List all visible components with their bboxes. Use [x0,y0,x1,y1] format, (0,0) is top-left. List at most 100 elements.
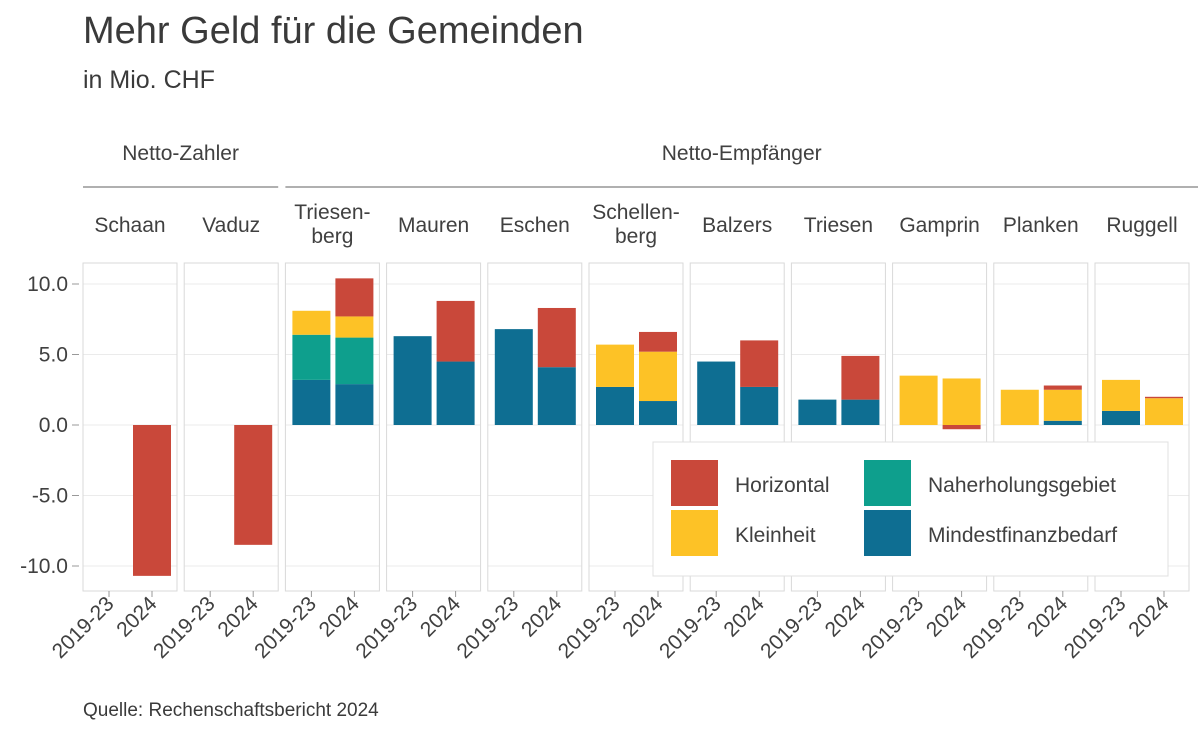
x-tick-label: 2019-23 [453,592,524,663]
bar-segment-mindestfinanzbedarf [436,361,475,425]
x-tick-label: 2024 [821,592,871,642]
panel-label: Schellen- [592,201,680,224]
x-tick-label: 2019-23 [250,592,321,663]
panel-frame [790,262,886,592]
legend-label: Horizontal [735,474,830,497]
legend-swatch-kleinheit [671,510,718,556]
bar-segment-kleinheit [1145,398,1183,425]
bar-segment-kleinheit [942,378,981,425]
x-tick-label: 2024 [213,592,263,642]
chart-title: Mehr Geld für die Gemeinden [83,10,584,52]
bar-segment-mindestfinanzbedarf [639,401,677,425]
panel-label: Schaan [94,214,165,237]
x-tick-label: 2024 [719,592,769,642]
panel-frame [82,262,178,592]
source-note: Quelle: Rechenschaftsbericht 2024 [83,700,379,721]
bar-segment-kleinheit [335,316,374,338]
panel-label: Ruggell [1106,214,1177,237]
bar-segment-horizontal [841,355,880,400]
bar-segment-mindestfinanzbedarf [335,384,374,425]
panel-label: Eschen [500,214,570,237]
legend-swatch-naherholungsgebiet [864,460,911,506]
legend-label: Kleinheit [735,524,816,547]
panel-frame [689,262,785,592]
x-tick-label: 2024 [416,592,466,642]
panel-frame [993,262,1089,592]
panel-frame [284,262,380,592]
bar-segment-horizontal [740,340,779,387]
bar-segment-kleinheit [1043,389,1082,421]
panel-label: Triesen [804,214,873,237]
panel-label: Gamprin [899,214,980,237]
panel-frame [1094,262,1190,592]
panel-frame [183,262,279,592]
bar-segment-mindestfinanzbedarf [697,361,736,425]
bar-segment-kleinheit [899,375,938,425]
y-tick-label: -10.0 [20,555,68,578]
x-tick-label: 2024 [1124,592,1174,642]
bar-segment-naherholungsgebiet [335,337,374,385]
x-tick-label: 2019-23 [351,592,422,663]
x-tick-label: 2019-23 [1060,592,1131,663]
x-tick-label: 2019-23 [756,592,827,663]
x-tick-label: 2024 [112,592,162,642]
y-tick-label: -5.0 [32,485,68,508]
legend-swatch-horizontal [671,460,718,506]
bar-segment-mindestfinanzbedarf [841,399,880,425]
panel-label: Vaduz [202,214,260,237]
bar-segment-horizontal [537,307,576,368]
x-tick-label: 2024 [1023,592,1073,642]
bar-segment-mindestfinanzbedarf [494,329,533,425]
x-tick-label: 2019-23 [857,592,928,663]
bar-segment-horizontal [1145,396,1183,399]
panel-frame [892,262,988,592]
panel-frame [588,262,684,592]
stacked-bar-chart: Netto-Zahler Netto-Empfänger 10.0 5.0 0.0 -5.… [20,142,1198,663]
bar-segment-horizontal [436,300,475,362]
y-tick-label: 10.0 [27,273,68,296]
chart-subtitle: in Mio. CHF [83,66,215,94]
bar-segment-mindestfinanzbedarf [1043,420,1082,425]
bar-segment-mindestfinanzbedarf [292,379,331,425]
panel-label: Planken [1003,214,1079,237]
y-tick-label: 5.0 [39,344,68,367]
x-tick-label: 2024 [618,592,668,642]
bar-segment-mindestfinanzbedarf [740,386,779,425]
bar-segment-horizontal [335,278,374,317]
bar-segment-naherholungsgebiet [292,334,331,380]
bar-segment-horizontal [133,425,171,576]
panel-label: berg [615,225,657,248]
panel-frame [386,262,482,592]
bar-segment-kleinheit [639,351,677,402]
x-tick-label: 2019-23 [48,592,119,663]
x-tick-label: 2019-23 [959,592,1030,663]
bar-segment-horizontal [234,425,273,545]
legend-swatch-mindestfinanzbedarf [864,510,911,556]
panel-label: berg [311,225,353,248]
group-label: Netto-Empfänger [662,142,822,165]
bar-segment-horizontal [942,425,981,430]
bar-segment-horizontal [639,331,677,352]
bar-segment-kleinheit [1000,389,1039,425]
bar-segment-kleinheit [1102,379,1140,411]
bar-segment-mindestfinanzbedarf [798,399,837,425]
y-tick-label: 0.0 [39,414,68,437]
panel-label: Triesen- [294,201,370,224]
bar-segment-mindestfinanzbedarf [1102,410,1140,425]
x-tick-label: 2024 [517,592,567,642]
bar-segment-horizontal [1043,385,1082,390]
legend-label: Mindestfinanzbedarf [928,524,1117,547]
legend-label: Naherholungsgebiet [928,474,1116,497]
group-label: Netto-Zahler [122,142,239,165]
panel-label: Balzers [702,214,772,237]
bar-segment-mindestfinanzbedarf [596,386,634,425]
panel-label: Mauren [398,214,469,237]
x-tick-label: 2019-23 [655,592,726,663]
x-tick-label: 2024 [922,592,972,642]
panel-frame [487,262,583,592]
x-tick-label: 2019-23 [554,592,625,663]
x-tick-label: 2019-23 [149,592,220,663]
bar-segment-mindestfinanzbedarf [537,367,576,425]
bar-segment-mindestfinanzbedarf [393,336,432,425]
x-tick-label: 2024 [315,592,365,642]
